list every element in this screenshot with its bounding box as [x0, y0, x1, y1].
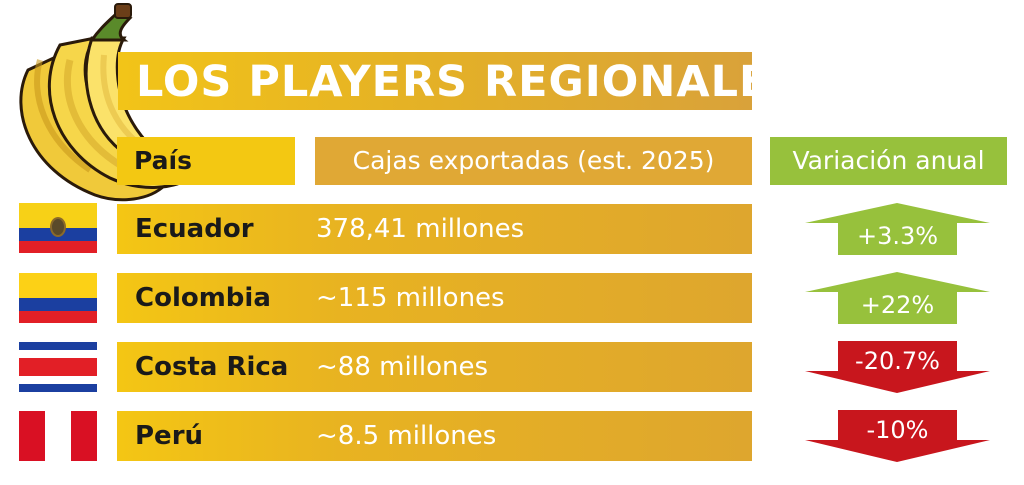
country-name: Perú	[135, 421, 204, 451]
change-arrow-down-icon: -20.7%	[805, 341, 990, 393]
table-row	[117, 273, 752, 323]
boxes-value: ~8.5 millones	[316, 421, 497, 451]
header-country: País	[117, 137, 295, 185]
boxes-value: ~115 millones	[316, 283, 505, 313]
change-value: +3.3%	[856, 222, 939, 250]
table-row	[117, 411, 752, 461]
table-row	[117, 342, 752, 392]
country-name: Colombia	[135, 283, 271, 313]
boxes-value: ~88 millones	[316, 352, 489, 382]
change-arrow-up-icon: +22%	[805, 272, 990, 324]
change-arrow-up-icon: +3.3%	[805, 203, 990, 255]
country-name: Costa Rica	[135, 352, 289, 382]
ecuador-flag-icon	[19, 203, 97, 253]
title-banner	[118, 52, 752, 110]
change-value: +22%	[860, 291, 935, 319]
banana-bunch-icon	[0, 0, 215, 210]
change-arrow-down-icon: -10%	[805, 410, 990, 462]
table-row	[117, 204, 752, 254]
country-name: Ecuador	[135, 214, 254, 244]
colombia-flag-icon	[19, 273, 97, 323]
header-boxes: Cajas exportadas (est. 2025)	[315, 137, 752, 185]
change-value: -10%	[866, 416, 929, 444]
chart-title: LOS PLAYERS REGIONALES	[136, 57, 802, 107]
peru-flag-icon	[19, 411, 97, 461]
change-value: -20.7%	[855, 347, 940, 375]
boxes-value: 378,41 millones	[316, 214, 525, 244]
header-change: Variación anual	[770, 137, 1007, 185]
costa-rica-flag-icon	[19, 342, 97, 392]
